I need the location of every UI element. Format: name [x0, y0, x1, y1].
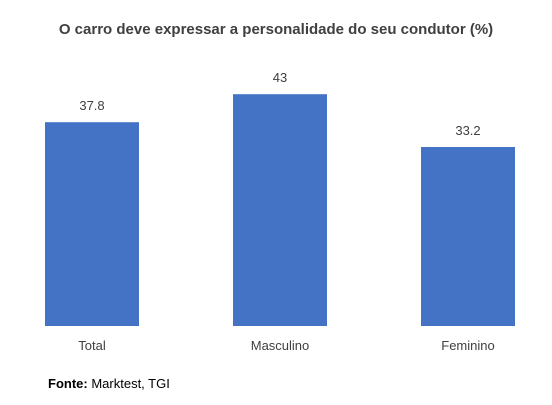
source-note: Fonte: Marktest, TGI	[48, 376, 170, 391]
bar-masculino	[233, 94, 327, 326]
category-labels-layer: Total Masculino Feminino	[78, 338, 494, 353]
data-label-total: 37.8	[79, 98, 104, 113]
category-label-feminino: Feminino	[441, 338, 494, 353]
bar-feminino	[421, 147, 515, 326]
data-label-feminino: 33.2	[455, 123, 480, 138]
chart-title: O carro deve expressar a personalidade d…	[59, 21, 493, 38]
category-label-total: Total	[78, 338, 106, 353]
source-label: Fonte:	[48, 376, 88, 391]
bar-total	[45, 122, 139, 326]
category-label-masculino: Masculino	[251, 338, 310, 353]
data-labels-layer: 37.8 43 33.2	[79, 70, 480, 138]
source-text: Marktest, TGI	[91, 376, 170, 391]
data-label-masculino: 43	[273, 70, 287, 85]
bars-layer	[45, 94, 515, 326]
